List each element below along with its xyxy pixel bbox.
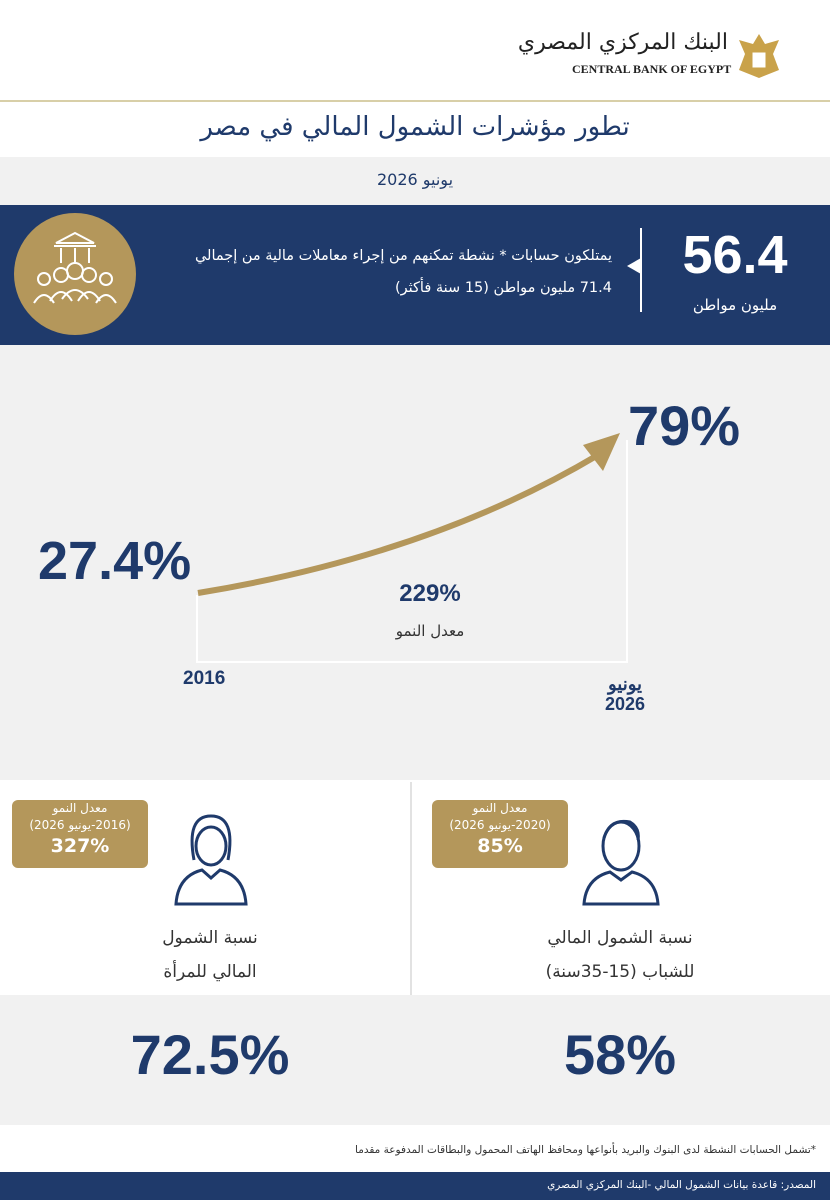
header-rule — [0, 100, 830, 102]
highlight-value: 56.4 — [682, 225, 788, 285]
women-label: نسبة الشمول — [162, 928, 258, 948]
rate-label: معدل النمو — [395, 622, 465, 640]
subtitle: يونيو 2026 — [376, 170, 454, 189]
badge-value: 85% — [477, 835, 523, 857]
woman-icon — [174, 814, 248, 906]
badge-period: (2016-يونيو 2026) — [29, 818, 131, 832]
badge-period: (2020-يونيو 2026) — [449, 818, 551, 832]
bank-name-ar: البنك المركزي المصري — [517, 30, 728, 55]
end-value: 79% — [628, 394, 741, 457]
highlight-unit: مليون مواطن — [692, 296, 778, 314]
start-label: 2016 — [183, 668, 226, 689]
footer-band — [0, 1172, 830, 1200]
youth-label: للشباب (15-35سنة) — [545, 962, 695, 982]
end-label: 2026 — [604, 694, 646, 714]
pointer — [627, 258, 641, 274]
bank-name-en: CENTRAL BANK OF EGYPT — [572, 62, 732, 76]
growth-arrow — [196, 433, 628, 663]
badge-title: معدل النمو — [472, 801, 528, 815]
start-value: 27.4% — [38, 531, 192, 591]
footnote: *تشمل الحسابات النشطة لدى البنوك والبريد… — [355, 1144, 816, 1156]
women-badge: معدل النمو (2016-يونيو 2026) 327% — [12, 800, 148, 868]
highlight-description: 71.4 مليون مواطن (15 سنة فأكثر) — [395, 280, 612, 296]
end-label: يونيو — [607, 674, 643, 694]
divider — [640, 228, 642, 312]
badge-value: 327% — [50, 835, 110, 857]
youth-badge: معدل النمو (2020-يونيو 2026) 85% — [432, 800, 568, 868]
youth-label: نسبة الشمول المالي — [547, 928, 693, 948]
man-icon — [582, 819, 660, 906]
source: المصدر: قاعدة بيانات الشمول المالي -البن… — [547, 1179, 816, 1191]
subtitle-band — [0, 157, 830, 205]
title: تطور مؤشرات الشمول المالي في مصر — [200, 112, 630, 142]
values-band — [0, 995, 830, 1125]
segment-divider — [410, 782, 412, 995]
highlight-band — [0, 205, 830, 345]
growth-panel — [0, 345, 830, 780]
youth-value: 58% — [563, 1023, 677, 1086]
highlight-description: يمتلكون حسابات * نشطة تمكنهم من إجراء مع… — [194, 248, 612, 264]
badge-title: معدل النمو — [52, 801, 108, 815]
women-value: 72.5% — [130, 1023, 290, 1086]
rate-value: 229% — [399, 580, 461, 607]
women-label: المالي للمرأة — [163, 962, 257, 982]
institution-icon — [14, 213, 136, 335]
emblem — [739, 34, 779, 78]
